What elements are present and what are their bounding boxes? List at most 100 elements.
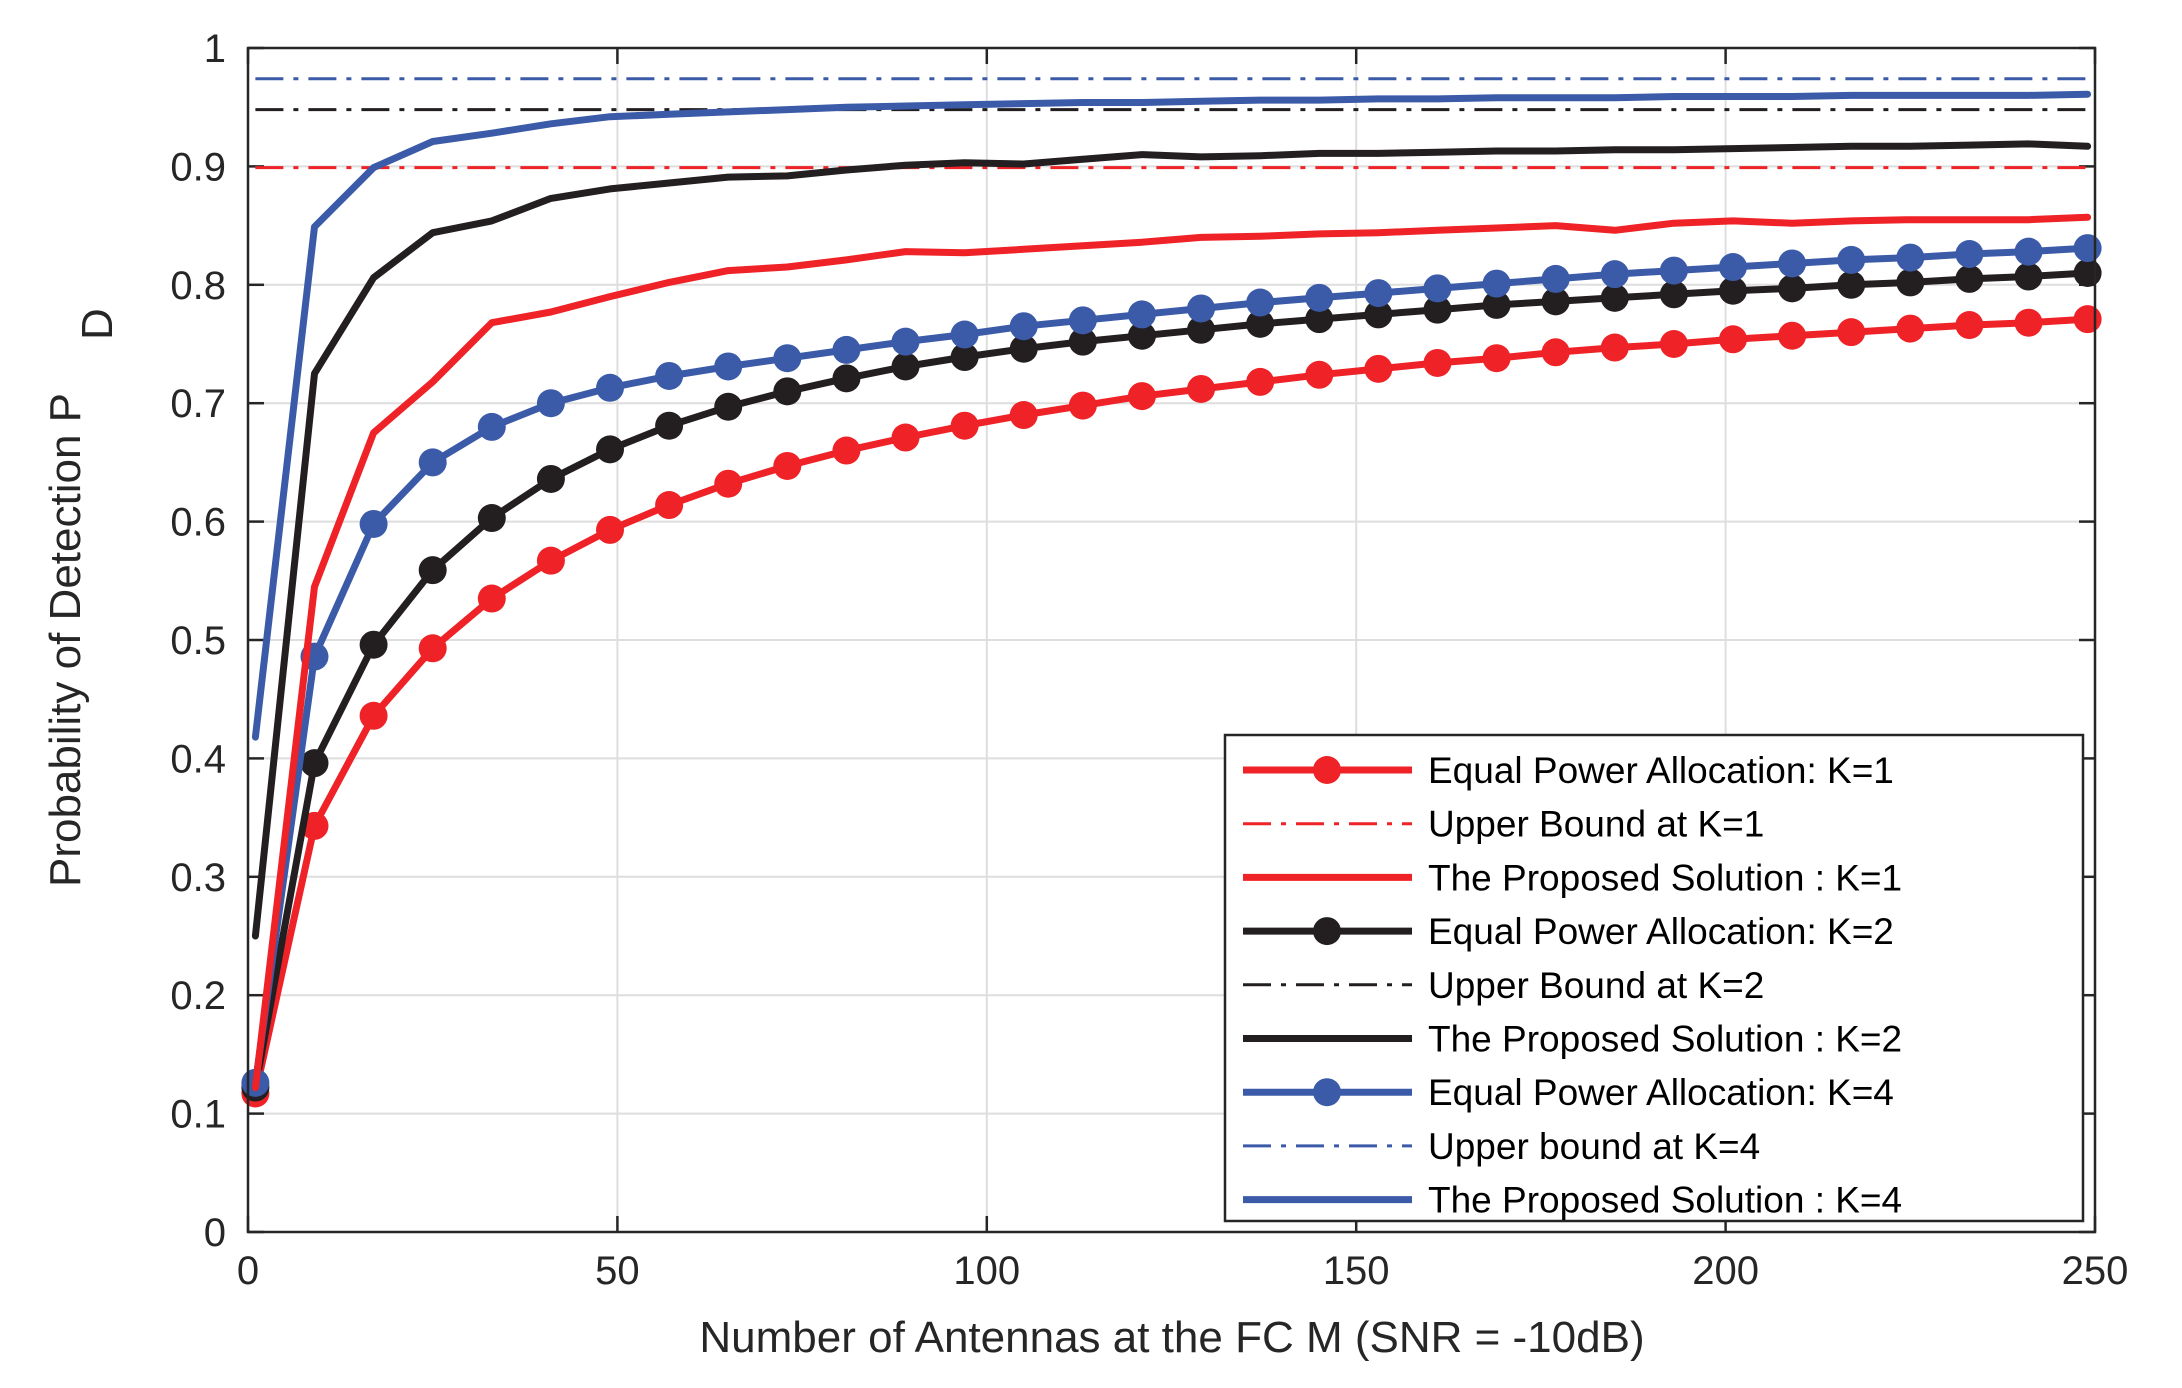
data-point xyxy=(1068,306,1097,335)
data-point xyxy=(1778,274,1807,303)
legend-item: Equal Power Allocation: K=2 xyxy=(1243,911,1894,952)
data-point xyxy=(596,373,625,402)
data-point xyxy=(1068,391,1097,420)
series-equal-power-allocation-k-2 xyxy=(241,258,2102,1102)
data-point xyxy=(2014,237,2043,266)
data-point xyxy=(1600,333,1629,362)
legend-label: The Proposed Solution : K=2 xyxy=(1428,1019,1902,1060)
data-point xyxy=(359,630,388,659)
series-equal-power-allocation-k-4 xyxy=(241,234,2102,1097)
data-point xyxy=(1541,338,1570,367)
data-point xyxy=(1127,300,1156,329)
y-tick-label: 0.3 xyxy=(170,856,226,900)
legend-label: Upper Bound at K=1 xyxy=(1428,804,1764,845)
data-point xyxy=(655,411,684,440)
data-point xyxy=(1955,264,1984,293)
data-point xyxy=(418,556,447,585)
legend-label: Upper bound at K=4 xyxy=(1428,1126,1760,1167)
data-point xyxy=(832,364,861,393)
legend-item: Upper Bound at K=1 xyxy=(1243,804,1764,845)
data-point xyxy=(1955,311,1984,340)
legend-label: Upper Bound at K=2 xyxy=(1428,965,1764,1006)
x-tick-label: 50 xyxy=(595,1249,640,1293)
data-point xyxy=(1718,253,1747,282)
y-axis-label-main: Probability of Detection P xyxy=(41,393,90,887)
data-point xyxy=(1541,264,1570,293)
x-tick-label: 0 xyxy=(237,1249,259,1293)
data-point xyxy=(1187,374,1216,403)
x-tick-label: 100 xyxy=(953,1249,1020,1293)
legend-marker xyxy=(1313,1078,1341,1107)
data-point xyxy=(2073,258,2102,287)
data-point xyxy=(832,335,861,364)
data-point xyxy=(1659,280,1688,309)
data-point xyxy=(950,343,979,372)
legend-label: The Proposed Solution : K=1 xyxy=(1428,857,1902,898)
data-point xyxy=(950,411,979,440)
data-point xyxy=(536,389,565,418)
legend: Equal Power Allocation: K=1 Upper Bound a… xyxy=(1223,733,2085,1223)
data-point xyxy=(477,504,506,533)
data-point xyxy=(1127,382,1156,411)
series-the-proposed-solution-k-2 xyxy=(251,140,2092,940)
data-point xyxy=(1009,334,1038,363)
data-point xyxy=(1068,327,1097,356)
y-axis-label-subscript: D xyxy=(73,308,122,340)
legend-item: Upper bound at K=4 xyxy=(1243,1126,1760,1167)
y-tick-label: 0.8 xyxy=(170,264,226,308)
y-tick-label: 0.6 xyxy=(170,501,226,545)
y-tick-label: 0.2 xyxy=(170,974,226,1018)
x-tick-label: 200 xyxy=(1692,1249,1759,1293)
data-point xyxy=(655,361,684,390)
data-point xyxy=(1718,276,1747,305)
legend-label: The Proposed Solution : K=4 xyxy=(1428,1180,1902,1221)
data-point xyxy=(1305,283,1334,312)
legend-label: Equal Power Allocation: K=4 xyxy=(1428,1072,1894,1113)
data-point xyxy=(1187,315,1216,344)
legend-box xyxy=(1223,733,2085,1223)
data-point xyxy=(1659,256,1688,285)
series-line xyxy=(251,213,2092,1092)
legend-item: Equal Power Allocation: K=1 xyxy=(1243,750,1894,791)
series-the-proposed-solution-k-4 xyxy=(251,90,2092,741)
axes-box xyxy=(246,46,2097,1234)
series-line xyxy=(251,140,2092,940)
data-point xyxy=(655,491,684,520)
legend-item: The Proposed Solution : K=1 xyxy=(1243,857,1902,898)
data-point xyxy=(1896,314,1925,343)
data-point xyxy=(1127,321,1156,350)
series-the-proposed-solution-k-1 xyxy=(251,213,2092,1092)
data-point xyxy=(773,451,802,480)
data-point xyxy=(950,320,979,349)
data-point xyxy=(1778,249,1807,278)
data-point xyxy=(832,436,861,465)
data-point xyxy=(1364,300,1393,329)
y-axis-label: Probability of Detection P D xyxy=(41,308,122,887)
data-point xyxy=(359,701,388,730)
data-point xyxy=(1600,283,1629,312)
data-point xyxy=(1423,274,1452,303)
data-point xyxy=(2073,305,2102,334)
data-point xyxy=(1659,330,1688,358)
data-point xyxy=(596,435,625,464)
data-point xyxy=(1837,270,1866,299)
x-tick-label: 150 xyxy=(1323,1249,1390,1293)
data-point xyxy=(1600,260,1629,289)
tick-labels: 0 50 100 150 200 250 0 0.1 0.2 0.3 0.4 0.5 0.6 0.7 0.8… xyxy=(170,27,2128,1293)
y-tick-label: 0.4 xyxy=(170,737,226,781)
data-point xyxy=(477,584,506,613)
data-point xyxy=(536,464,565,493)
legend-label: Equal Power Allocation: K=1 xyxy=(1428,750,1894,791)
data-point xyxy=(1837,318,1866,347)
y-tick-label: 0.1 xyxy=(170,1093,226,1137)
data-point xyxy=(1482,290,1511,319)
data-point xyxy=(714,469,743,498)
legend-label: Equal Power Allocation: K=2 xyxy=(1428,911,1894,952)
data-point xyxy=(1482,269,1511,298)
data-point xyxy=(1246,288,1275,317)
legend-item: The Proposed Solution : K=2 xyxy=(1243,1019,1902,1060)
y-tick-label: 0.5 xyxy=(170,619,226,663)
data-point xyxy=(714,392,743,421)
data-point xyxy=(1482,344,1511,373)
